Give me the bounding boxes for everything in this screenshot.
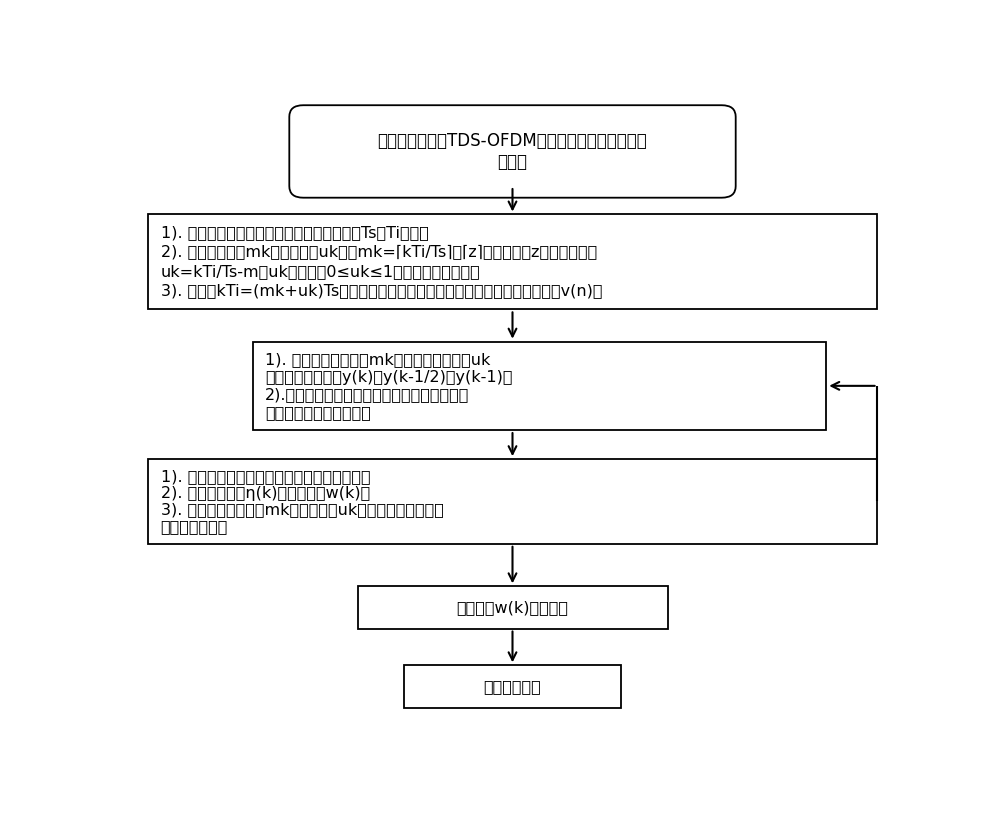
Text: 模数转换，形成TDS-OFDM帧信号，并分配至多条串
行通路: 模数转换，形成TDS-OFDM帧信号，并分配至多条串 行通路 bbox=[378, 132, 647, 171]
Text: 1). 选取距离内插基点mk的长度为分数间隔uk: 1). 选取距离内插基点mk的长度为分数间隔uk bbox=[265, 352, 491, 367]
FancyBboxPatch shape bbox=[253, 342, 826, 430]
Text: 2). 更新控制变量η(k)与相位步长w(k)；: 2). 更新控制变量η(k)与相位步长w(k)； bbox=[161, 485, 370, 500]
Text: uk=kTi/Ts-m，uk为实数，0≤uk≤1；连续的三个采样值: uk=kTi/Ts-m，uk为实数，0≤uk≤1；连续的三个采样值 bbox=[161, 264, 480, 279]
Text: 定时估计误差；: 定时估计误差； bbox=[161, 519, 228, 534]
FancyBboxPatch shape bbox=[404, 666, 621, 707]
Text: 相位步长w(k)不再变化: 相位步长w(k)不再变化 bbox=[456, 600, 568, 615]
Text: 2).对以上的三个采样值的同向与正交分量做计: 2).对以上的三个采样值的同向与正交分量做计 bbox=[265, 387, 470, 402]
FancyBboxPatch shape bbox=[148, 459, 877, 544]
FancyBboxPatch shape bbox=[358, 586, 668, 629]
Text: 算，实现定时误差检测。: 算，实现定时误差检测。 bbox=[265, 404, 371, 420]
Text: 3). 在时刻kTi=(mk+uk)Ts计算，由数字插值基本方程式，实现插值，输出序列v(n)。: 3). 在时刻kTi=(mk+uk)Ts计算，由数字插值基本方程式，实现插值，输… bbox=[161, 284, 602, 299]
Text: 定时同步完成: 定时同步完成 bbox=[484, 679, 541, 694]
Text: 1). 信道与发送的数字信号，分别以固定间隔Ts与Ti采样；: 1). 信道与发送的数字信号，分别以固定间隔Ts与Ti采样； bbox=[161, 225, 429, 240]
FancyBboxPatch shape bbox=[148, 214, 877, 309]
FancyBboxPatch shape bbox=[289, 105, 736, 198]
Text: 连续的三个采样值y(k)，y(k-1/2)及y(k-1)。: 连续的三个采样值y(k)，y(k-1/2)及y(k-1)。 bbox=[265, 369, 513, 384]
Text: 1). 检测出定时误差后，将误差完成环路滤波；: 1). 检测出定时误差后，将误差完成环路滤波； bbox=[161, 469, 370, 484]
Text: 3). 得到新的内插基点mk与分数间隔uk，确定内插点，算出: 3). 得到新的内插基点mk与分数间隔uk，确定内插点，算出 bbox=[161, 502, 444, 517]
Text: 2). 定义内插基点mk与分数间隔uk，且mk=⌈kTi/Ts⌉，⌈z⌉表示不超过z的最大整数，: 2). 定义内插基点mk与分数间隔uk，且mk=⌈kTi/Ts⌉，⌈z⌉表示不超… bbox=[161, 244, 597, 259]
